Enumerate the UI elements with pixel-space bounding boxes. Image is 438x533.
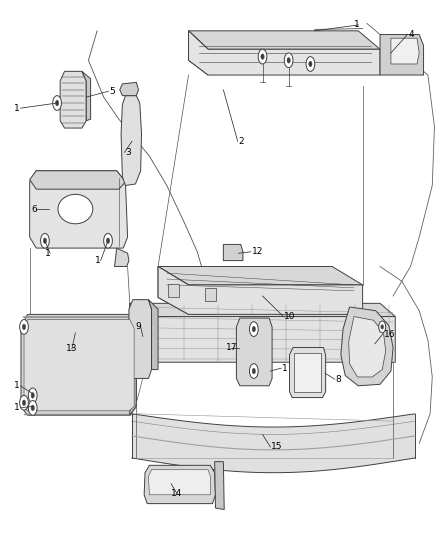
Text: 14: 14 <box>171 489 183 498</box>
Polygon shape <box>341 307 393 386</box>
Polygon shape <box>223 245 243 261</box>
Circle shape <box>53 95 61 110</box>
Circle shape <box>252 326 255 332</box>
Polygon shape <box>82 71 91 120</box>
Circle shape <box>381 325 384 329</box>
Polygon shape <box>215 462 224 510</box>
Text: 10: 10 <box>284 312 296 321</box>
Text: 13: 13 <box>66 344 77 353</box>
Text: 3: 3 <box>125 148 131 157</box>
Circle shape <box>250 322 258 336</box>
Ellipse shape <box>58 195 93 224</box>
Polygon shape <box>130 314 136 415</box>
Text: 1: 1 <box>14 403 20 413</box>
Text: 15: 15 <box>271 442 283 451</box>
Polygon shape <box>30 171 127 248</box>
Circle shape <box>252 368 255 374</box>
Text: 8: 8 <box>336 375 341 384</box>
Text: 16: 16 <box>384 330 395 339</box>
Text: 1: 1 <box>14 104 20 112</box>
Polygon shape <box>148 300 158 369</box>
Circle shape <box>28 388 37 403</box>
Circle shape <box>309 61 312 67</box>
Polygon shape <box>158 266 363 314</box>
Text: 12: 12 <box>252 247 263 256</box>
Circle shape <box>306 56 315 71</box>
Polygon shape <box>158 266 363 285</box>
Text: 9: 9 <box>135 322 141 332</box>
Polygon shape <box>391 38 419 64</box>
Circle shape <box>258 49 267 64</box>
Polygon shape <box>188 31 380 49</box>
Polygon shape <box>188 31 208 75</box>
Text: 1: 1 <box>45 249 51 258</box>
Polygon shape <box>129 300 152 378</box>
Text: 1: 1 <box>95 256 101 265</box>
Polygon shape <box>130 303 395 362</box>
Text: 1: 1 <box>282 364 288 373</box>
Text: 1: 1 <box>354 20 360 29</box>
Polygon shape <box>349 317 386 377</box>
Polygon shape <box>120 83 138 95</box>
Circle shape <box>56 100 59 106</box>
Circle shape <box>106 238 110 244</box>
Circle shape <box>287 58 290 63</box>
Circle shape <box>41 233 49 248</box>
Polygon shape <box>121 95 141 185</box>
Circle shape <box>284 53 293 68</box>
Polygon shape <box>115 248 129 266</box>
Circle shape <box>31 393 34 398</box>
Polygon shape <box>237 318 272 386</box>
Circle shape <box>43 238 46 244</box>
Polygon shape <box>188 31 380 75</box>
Circle shape <box>250 364 258 378</box>
Bar <box>168 284 179 297</box>
Polygon shape <box>21 314 136 415</box>
Polygon shape <box>130 303 145 362</box>
Circle shape <box>28 400 37 415</box>
Polygon shape <box>380 35 424 75</box>
Circle shape <box>22 324 26 330</box>
Circle shape <box>20 319 28 334</box>
Circle shape <box>379 321 386 333</box>
Polygon shape <box>290 348 325 398</box>
Text: 17: 17 <box>226 343 237 352</box>
Circle shape <box>261 54 264 59</box>
Text: 1: 1 <box>14 381 20 390</box>
Polygon shape <box>132 414 415 473</box>
Polygon shape <box>148 470 210 495</box>
Bar <box>205 288 215 301</box>
Polygon shape <box>30 171 125 189</box>
Text: 2: 2 <box>239 137 244 146</box>
Text: 6: 6 <box>31 205 37 214</box>
Circle shape <box>31 405 34 411</box>
Polygon shape <box>60 71 86 128</box>
Circle shape <box>20 395 28 410</box>
Polygon shape <box>130 303 395 317</box>
Polygon shape <box>294 353 321 392</box>
Circle shape <box>22 400 26 406</box>
Text: 5: 5 <box>110 87 115 96</box>
Polygon shape <box>144 465 215 504</box>
Circle shape <box>104 233 113 248</box>
Polygon shape <box>158 266 188 314</box>
Polygon shape <box>24 319 134 411</box>
Text: 4: 4 <box>408 30 414 39</box>
